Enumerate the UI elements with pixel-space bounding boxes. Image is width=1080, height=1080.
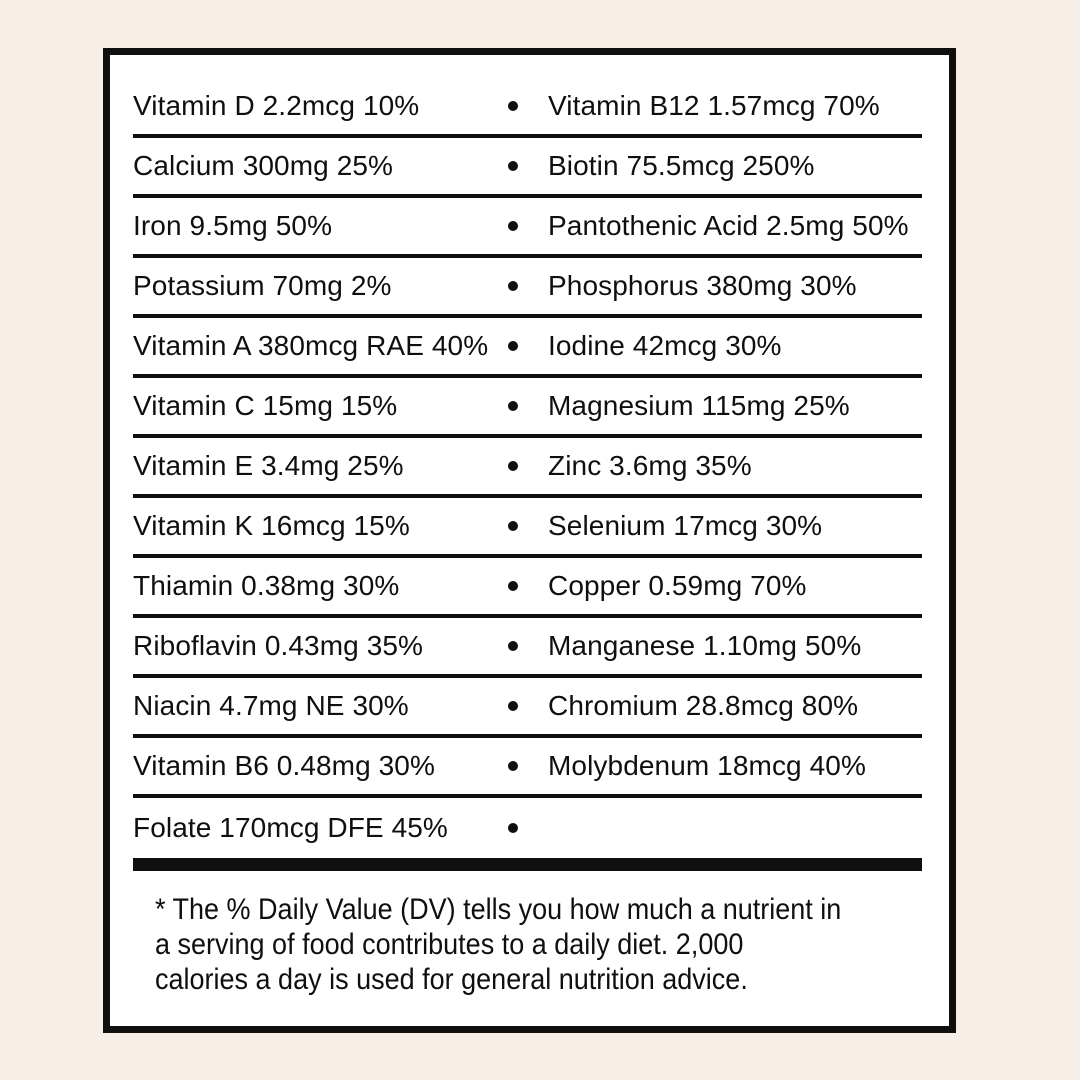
bullet-separator	[508, 341, 518, 351]
nutrient-left-value: Vitamin E 3.4mg 25%	[133, 450, 404, 481]
bullet-icon	[508, 401, 518, 411]
bullet-separator	[508, 281, 518, 291]
bullet-icon	[508, 461, 518, 471]
nutrient-row: Vitamin K 16mcg 15% Selenium 17mcg 30%	[133, 498, 922, 558]
nutrient-row: Thiamin 0.38mg 30% Copper 0.59mg 70%	[133, 558, 922, 618]
bullet-icon	[508, 101, 518, 111]
nutrition-label-panel: Vitamin D 2.2mcg 10% Vitamin B12 1.57mcg…	[103, 48, 956, 1033]
bullet-separator	[508, 701, 518, 711]
nutrient-row: Vitamin D 2.2mcg 10% Vitamin B12 1.57mcg…	[133, 78, 922, 138]
nutrient-row: Vitamin C 15mg 15% Magnesium 115mg 25%	[133, 378, 922, 438]
bullet-icon	[508, 341, 518, 351]
bullet-separator	[508, 461, 518, 471]
nutrient-left-value: Vitamin K 16mcg 15%	[133, 510, 410, 541]
footnote-line: a serving of food contributes to a daily…	[155, 928, 744, 961]
bullet-separator	[508, 823, 518, 833]
nutrient-left-value: Vitamin C 15mg 15%	[133, 390, 398, 421]
bullet-icon	[508, 581, 518, 591]
bullet-separator	[508, 221, 518, 231]
nutrient-row: Riboflavin 0.43mg 35% Manganese 1.10mg 5…	[133, 618, 922, 678]
bullet-separator	[508, 101, 518, 111]
bullet-icon	[508, 761, 518, 771]
nutrient-right-value: Magnesium 115mg 25%	[548, 390, 850, 421]
nutrient-left-value: Folate 170mcg DFE 45%	[133, 812, 448, 843]
nutrient-right-value: Copper 0.59mg 70%	[548, 570, 807, 601]
bullet-separator	[508, 581, 518, 591]
nutrient-table: Vitamin D 2.2mcg 10% Vitamin B12 1.57mcg…	[133, 78, 922, 858]
nutrient-right-value: Pantothenic Acid 2.5mg 50%	[548, 210, 909, 241]
bullet-separator	[508, 761, 518, 771]
nutrient-row: Niacin 4.7mg NE 30% Chromium 28.8mcg 80%	[133, 678, 922, 738]
nutrient-left-value: Vitamin D 2.2mcg 10%	[133, 90, 420, 121]
nutrient-row: Potassium 70mg 2% Phosphorus 380mg 30%	[133, 258, 922, 318]
footnote-line: calories a day is used for general nutri…	[155, 963, 748, 996]
bullet-icon	[508, 281, 518, 291]
nutrient-right-value: Chromium 28.8mcg 80%	[548, 690, 859, 721]
nutrient-row: Iron 9.5mg 50% Pantothenic Acid 2.5mg 50…	[133, 198, 922, 258]
nutrient-left-value: Niacin 4.7mg NE 30%	[133, 690, 409, 721]
nutrient-left-value: Calcium 300mg 25%	[133, 150, 394, 181]
nutrient-right-value: Molybdenum 18mcg 40%	[548, 750, 866, 781]
bullet-icon	[508, 161, 518, 171]
nutrient-left-value: Vitamin B6 0.48mg 30%	[133, 750, 435, 781]
bullet-icon	[508, 823, 518, 833]
nutrient-row: Folate 170mcg DFE 45%	[133, 798, 922, 858]
nutrient-right-value: Vitamin B12 1.57mcg 70%	[548, 90, 880, 121]
bullet-separator	[508, 401, 518, 411]
thick-divider-bar	[133, 858, 922, 871]
bullet-separator	[508, 521, 518, 531]
nutrient-left-value: Riboflavin 0.43mg 35%	[133, 630, 424, 661]
nutrient-left-value: Potassium 70mg 2%	[133, 270, 392, 301]
nutrient-right-value: Iodine 42mcg 30%	[548, 330, 782, 361]
bullet-icon	[508, 521, 518, 531]
daily-value-footnote: * The % Daily Value (DV) tells you how m…	[155, 892, 870, 997]
nutrient-left-value: Vitamin A 380mcg RAE 40%	[133, 330, 489, 361]
nutrient-left-value: Iron 9.5mg 50%	[133, 210, 333, 241]
nutrient-right-value: Manganese 1.10mg 50%	[548, 630, 862, 661]
nutrient-row: Vitamin E 3.4mg 25% Zinc 3.6mg 35%	[133, 438, 922, 498]
nutrient-row: Vitamin B6 0.48mg 30% Molybdenum 18mcg 4…	[133, 738, 922, 798]
nutrient-row: Calcium 300mg 25% Biotin 75.5mcg 250%	[133, 138, 922, 198]
nutrient-right-value: Biotin 75.5mcg 250%	[548, 150, 815, 181]
footnote-line: * The % Daily Value (DV) tells you how m…	[155, 893, 842, 926]
bullet-icon	[508, 641, 518, 651]
nutrient-left-value: Thiamin 0.38mg 30%	[133, 570, 400, 601]
nutrient-right-value: Zinc 3.6mg 35%	[548, 450, 752, 481]
nutrient-right-value: Phosphorus 380mg 30%	[548, 270, 857, 301]
nutrient-row: Vitamin A 380mcg RAE 40% Iodine 42mcg 30…	[133, 318, 922, 378]
bullet-separator	[508, 641, 518, 651]
nutrient-right-value: Selenium 17mcg 30%	[548, 510, 823, 541]
bullet-icon	[508, 701, 518, 711]
bullet-icon	[508, 221, 518, 231]
bullet-separator	[508, 161, 518, 171]
